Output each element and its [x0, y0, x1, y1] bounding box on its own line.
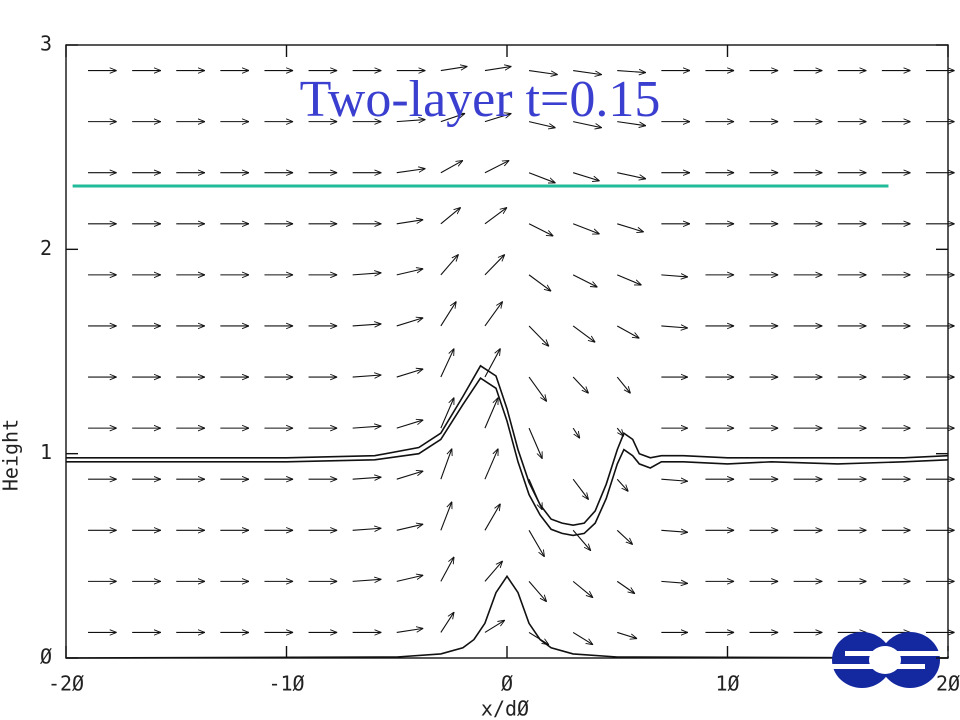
vector-arrow — [396, 420, 423, 429]
vector-arrow — [352, 324, 382, 326]
vector-arrow — [484, 449, 499, 480]
vector-arrow — [352, 375, 382, 377]
vector-arrow — [572, 274, 597, 287]
vector-arrow — [484, 66, 511, 72]
vector-arrow — [572, 478, 588, 499]
vector-arrow — [352, 528, 382, 530]
y-tick-label: 1 — [40, 440, 52, 464]
vector-arrow — [396, 318, 423, 327]
vector-arrow — [528, 325, 549, 346]
vector-arrow — [572, 529, 591, 550]
vector-arrow — [572, 580, 593, 597]
vector-arrow — [617, 121, 646, 126]
vector-arrow — [396, 524, 423, 531]
vector-arrow — [572, 223, 599, 234]
vector-arrow — [440, 557, 454, 582]
vector-arrow — [528, 69, 558, 75]
chart-title: Two-layer t=0.15 — [300, 71, 661, 128]
vector-arrow — [572, 325, 595, 342]
vector-arrow — [440, 301, 456, 327]
vector-arrow — [528, 121, 555, 128]
vector-arrow — [528, 530, 544, 557]
y-tick-label: Ø — [40, 645, 52, 669]
vector-arrow — [528, 223, 553, 236]
vector-arrow — [396, 628, 423, 634]
vector-arrow — [352, 477, 382, 479]
vector-arrow — [484, 397, 499, 429]
vector-arrow — [440, 254, 459, 276]
vector-arrow — [484, 160, 509, 174]
vector-arrow — [616, 580, 635, 593]
vector-arrow — [396, 169, 426, 174]
vector-arrow — [617, 274, 641, 286]
vector-arrow — [440, 449, 452, 480]
x-tick-label: Ø — [501, 672, 513, 696]
vector-arrow — [484, 620, 505, 633]
vector-arrow — [484, 348, 500, 378]
x-tick-label: 2Ø — [936, 672, 960, 696]
vector-arrow — [396, 269, 423, 276]
vector-arrow — [528, 274, 551, 291]
vector-arrow — [484, 561, 503, 582]
vector-arrow — [573, 121, 602, 128]
vector-arrow — [528, 427, 543, 459]
vector-arrow — [440, 113, 465, 123]
vector-arrow — [572, 172, 599, 181]
vector-arrow — [572, 631, 593, 644]
profile-line — [65, 574, 949, 659]
vector-arrow — [440, 348, 454, 378]
plot-frame — [65, 44, 949, 659]
profile-line — [66, 364, 949, 527]
vector-arrow — [661, 479, 687, 481]
vector-arrow — [573, 69, 602, 75]
vector-arrow — [661, 275, 687, 277]
vector-arrow — [616, 325, 639, 338]
vector-arrow — [484, 254, 505, 276]
vector-arrow — [617, 71, 646, 73]
vector-arrow — [352, 579, 382, 581]
x-tick-label: -2Ø — [48, 672, 84, 696]
x-tick-label: -1Ø — [268, 672, 304, 696]
vector-arrow — [396, 471, 423, 480]
vector-arrow — [617, 172, 646, 179]
vector-arrow — [440, 397, 455, 429]
profile-line — [66, 376, 949, 537]
vector-arrow — [440, 502, 452, 531]
vector-arrow — [616, 376, 630, 393]
y-tick-label: 3 — [40, 32, 52, 56]
vector-arrow — [484, 504, 500, 531]
vector-arrow — [396, 369, 423, 378]
vector-arrow — [396, 575, 423, 582]
vector-arrow — [616, 478, 628, 491]
vector-arrow — [484, 207, 507, 225]
y-tick-label: 2 — [40, 236, 52, 260]
vector-arrow — [661, 530, 687, 532]
x-axis-label: x/dØ — [481, 697, 529, 720]
vector-arrow — [572, 376, 588, 393]
vector-arrow — [661, 326, 687, 328]
vector-arrow — [617, 223, 643, 232]
vector-arrow — [616, 529, 632, 544]
vector-arrow — [440, 66, 467, 72]
vector-arrow — [617, 631, 637, 638]
y-axis-label: Height — [0, 419, 23, 491]
vector-arrow — [440, 207, 461, 225]
vector-arrow — [528, 581, 547, 601]
vector-arrow — [661, 581, 687, 583]
vector-arrow — [484, 301, 503, 327]
vector-arrow — [352, 426, 382, 428]
vector-arrow — [484, 113, 511, 123]
vector-arrow — [572, 427, 580, 438]
vector-arrow — [352, 273, 382, 275]
plot-layer — [65, 66, 955, 659]
vector-arrow — [396, 120, 426, 122]
vector-arrow — [396, 220, 423, 225]
x-tick-label: 1Ø — [715, 672, 739, 696]
vector-arrow — [528, 376, 547, 402]
vector-arrow — [440, 160, 463, 174]
logo — [820, 632, 950, 688]
vector-arrow — [440, 612, 454, 633]
vector-arrow — [528, 172, 555, 183]
